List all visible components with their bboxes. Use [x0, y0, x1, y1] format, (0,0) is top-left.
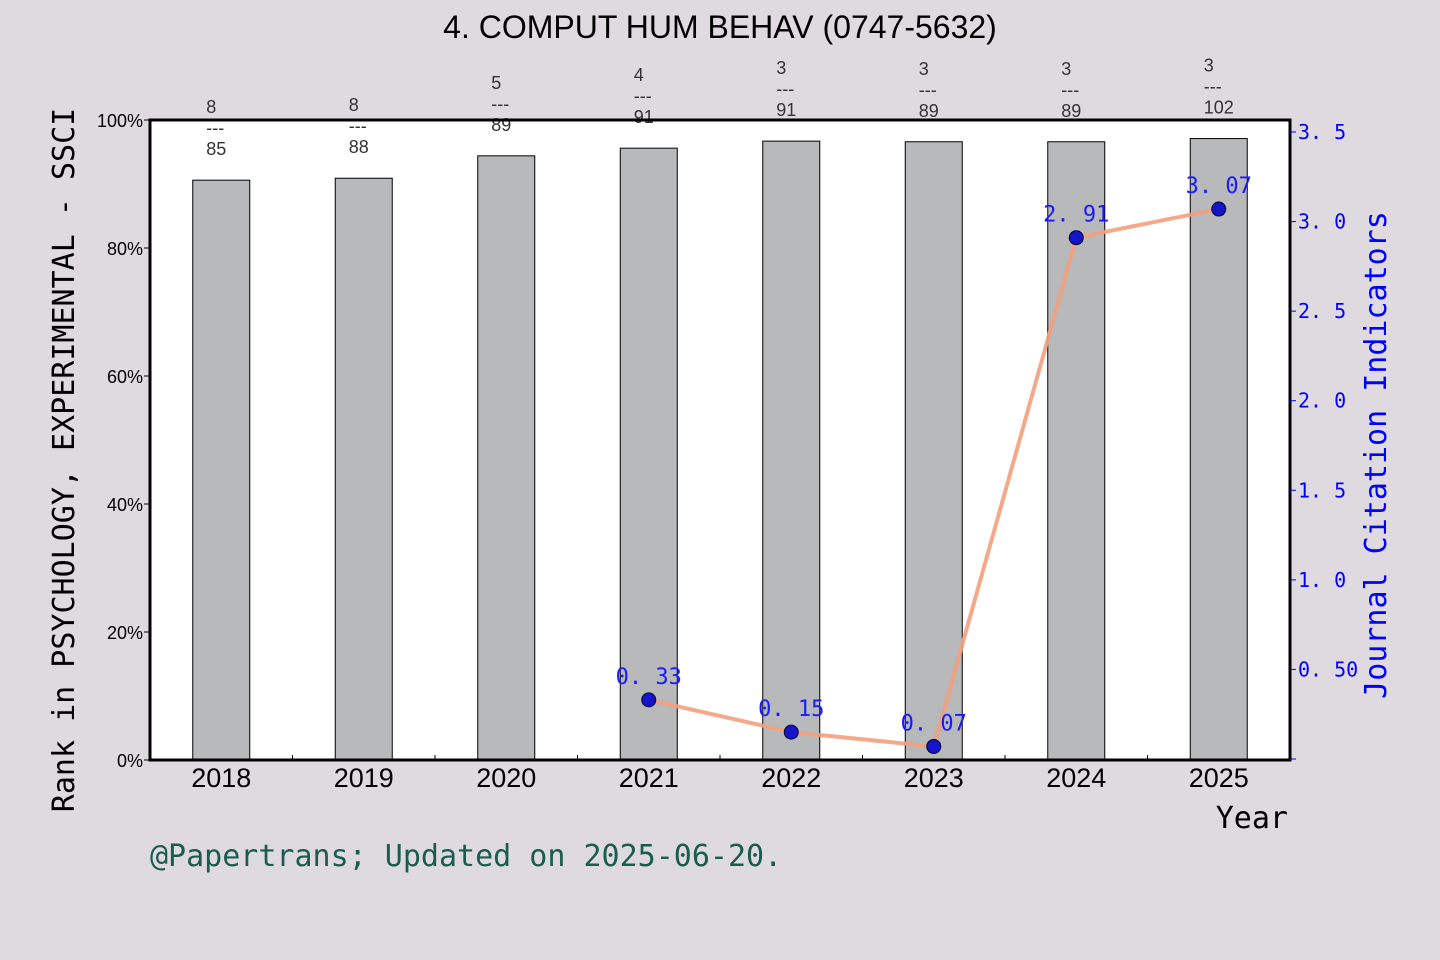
bar-total-label: 85	[206, 139, 226, 159]
bar-rank-label: 4	[634, 65, 644, 85]
y2-tick-label: 1. 5	[1298, 478, 1346, 502]
bar-2022	[762, 140, 821, 761]
bar-total-label: 88	[349, 137, 369, 157]
y2-tick-label: 3. 5	[1298, 120, 1346, 144]
jci-value-label: 0. 33	[616, 665, 682, 690]
y-tick-label: 100%	[97, 111, 143, 131]
bar-rank-label: 3	[919, 59, 929, 79]
jci-point-2023	[926, 738, 942, 754]
y-tick-label: 80%	[107, 239, 143, 259]
bar-total-label: 102	[1204, 98, 1234, 118]
bar-rank-label: 8	[349, 95, 359, 115]
jci-value-label: 0. 07	[901, 711, 967, 736]
y-tick-label: 40%	[107, 495, 143, 515]
bar-separator-label: ---	[1061, 80, 1079, 100]
jci-point-2022	[783, 724, 799, 740]
bar-separator-label: ---	[919, 80, 937, 100]
y2-tick-label: 2. 5	[1298, 299, 1346, 323]
bar-rank-label: 3	[1061, 59, 1071, 79]
y-tick-label: 20%	[107, 623, 143, 643]
bar-2020	[477, 155, 536, 761]
x-tick-label: 2023	[904, 763, 964, 793]
x-tick-label: 2025	[1189, 763, 1249, 793]
bar-2021	[619, 147, 678, 761]
bar-2018	[192, 179, 251, 761]
y2-tick-label: 2. 0	[1298, 389, 1346, 413]
bar-separator-label: ---	[634, 86, 652, 106]
x-axis-label: Year	[1216, 801, 1288, 836]
bar-separator-label: ---	[776, 79, 794, 99]
jci-value-label: 0. 15	[758, 697, 824, 722]
plot-area	[150, 120, 1290, 760]
bar-rank-label: 3	[1204, 56, 1214, 76]
bar-total-label: 91	[634, 107, 654, 127]
x-tick-label: 2024	[1046, 763, 1106, 793]
y2-tick-label: 0. 50	[1298, 657, 1358, 681]
jci-value-label: 3. 07	[1186, 174, 1252, 199]
footer-credit: @Papertrans; Updated on 2025-06-20.	[150, 839, 782, 874]
x-tick-label: 2019	[334, 763, 394, 793]
bar-2025	[1189, 138, 1248, 761]
bar-rank-label: 3	[776, 58, 786, 78]
y-axis-label: Rank in PSYCHOLOGY, EXPERIMENTAL - SSCI	[47, 108, 82, 812]
x-tick-label: 2020	[476, 763, 536, 793]
jci-point-2024	[1068, 230, 1084, 246]
bar-total-label: 89	[491, 115, 511, 135]
x-tick-label: 2018	[191, 763, 251, 793]
x-tick-label: 2021	[619, 763, 679, 793]
bar-separator-label: ---	[1204, 77, 1222, 97]
bar-rank-label: 8	[206, 97, 216, 117]
chart-title: 4. COMPUT HUM BEHAV (0747-5632)	[443, 9, 997, 45]
bar-2023	[904, 141, 963, 761]
bar-total-label: 91	[776, 100, 796, 120]
y2-axis-label: Journal Citation Indicators	[1359, 211, 1394, 699]
bar-total-label: 89	[1061, 101, 1081, 121]
jci-point-2025	[1211, 201, 1227, 217]
x-tick-label: 2022	[761, 763, 821, 793]
bar-separator-label: ---	[491, 94, 509, 114]
bar-separator-label: ---	[206, 118, 224, 138]
jci-point-2021	[641, 692, 657, 708]
jci-value-label: 2. 91	[1043, 203, 1109, 228]
bar-2019	[334, 177, 393, 761]
bar-rank-label: 5	[491, 73, 501, 93]
y-tick-label: 0%	[117, 751, 143, 771]
y2-tick-label: 1. 0	[1298, 568, 1346, 592]
y2-tick-label: 3. 0	[1298, 210, 1346, 234]
y-tick-label: 60%	[107, 367, 143, 387]
bar-total-label: 89	[919, 101, 939, 121]
